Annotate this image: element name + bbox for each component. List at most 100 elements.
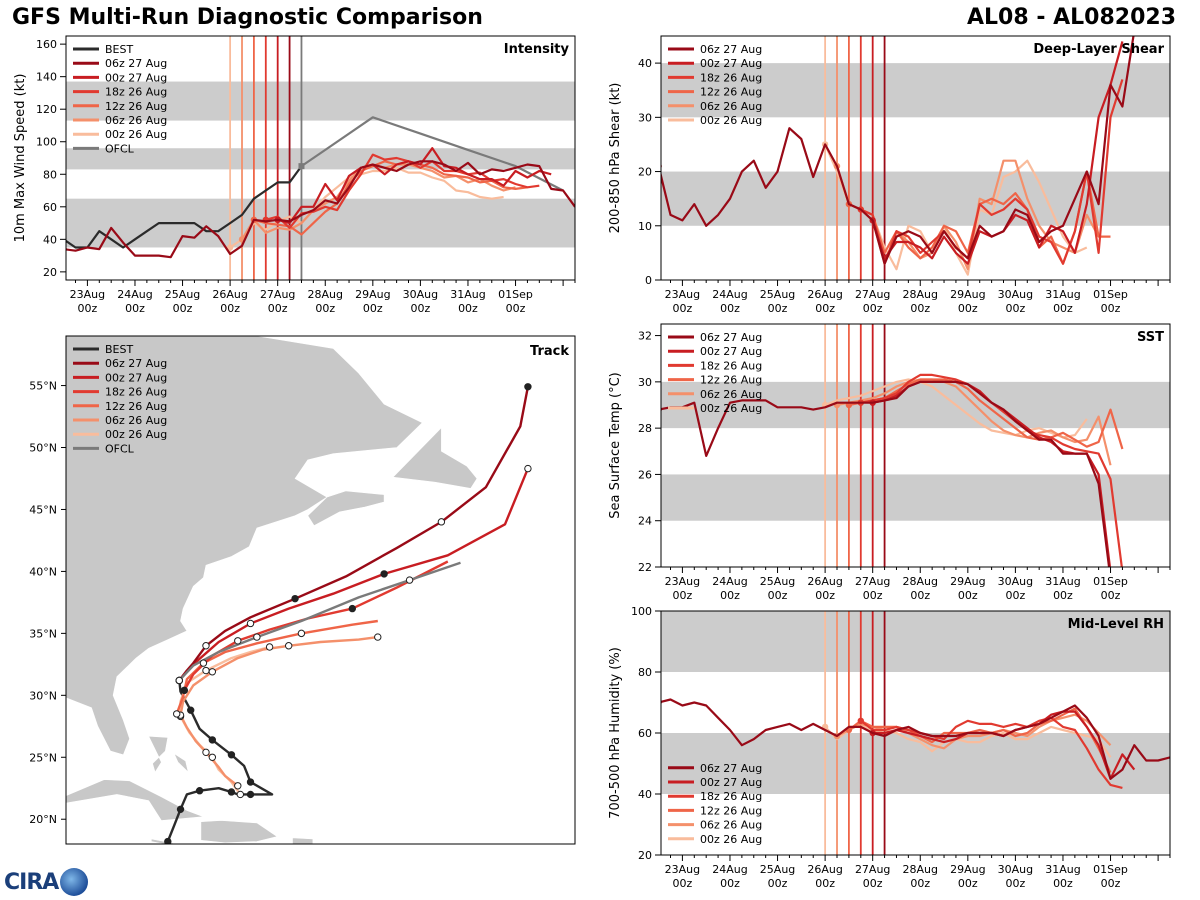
track-marker: [199, 659, 208, 667]
legend-label: 00z 26 Aug: [700, 833, 762, 846]
x-tick-label: 31Aug: [450, 288, 485, 301]
x-tick-sublabel: 00z: [673, 589, 693, 602]
track-marker: [374, 633, 382, 641]
y-tick-label: 20°N: [29, 813, 57, 826]
panel-shear: 23Aug00z24Aug00z25Aug00z26Aug00z27Aug00z…: [608, 35, 1171, 315]
x-tick-sublabel: 00z: [1053, 589, 1073, 602]
x-tick-label: 31Aug: [1045, 575, 1080, 588]
track-marker: [202, 666, 210, 675]
x-tick-sublabel: 00z: [1053, 302, 1073, 315]
y-tick-label: 60: [43, 201, 57, 214]
band: [661, 63, 1170, 118]
y-tick-label: 40: [638, 57, 652, 70]
legend-label: 18z 26 Aug: [105, 86, 167, 99]
track-marker: [208, 736, 217, 744]
x-tick-label: 30Aug: [998, 575, 1033, 588]
x-tick-label: 30Aug: [403, 288, 438, 301]
y-tick-label: 20: [43, 266, 57, 279]
x-tick-sublabel: 00z: [125, 302, 145, 315]
x-tick-sublabel: 00z: [315, 302, 335, 315]
legend-label: 00z 27 Aug: [700, 345, 762, 358]
x-tick-sublabel: 00z: [910, 589, 930, 602]
track-line: [183, 560, 449, 691]
land-polygon: [66, 779, 204, 821]
panel-title: Deep-Layer Shear: [1033, 42, 1164, 57]
x-tick-label: 31Aug: [1045, 863, 1080, 876]
y-tick-label: 40: [638, 788, 652, 801]
x-tick-sublabel: 00z: [768, 589, 788, 602]
legend-label: BEST: [105, 343, 133, 356]
track-marker: [265, 643, 274, 651]
legend-label: 00z 26 Aug: [700, 402, 762, 415]
track-line: [166, 680, 274, 842]
y-tick-label: 10: [638, 220, 652, 233]
x-tick-sublabel: 00z: [815, 589, 835, 602]
x-tick-label: 25Aug: [760, 863, 795, 876]
legend-label: 18z 26 Aug: [700, 790, 762, 803]
x-tick-label: 30Aug: [998, 863, 1033, 876]
band: [661, 611, 1170, 672]
legend-label: 06z 27 Aug: [700, 43, 762, 56]
track-marker: [227, 788, 236, 796]
x-tick-label: 29Aug: [950, 288, 985, 301]
x-tick-sublabel: 00z: [815, 877, 835, 890]
legend-label: OFCL: [105, 442, 135, 455]
x-tick-sublabel: 00z: [1053, 877, 1073, 890]
track-marker: [284, 642, 293, 650]
plot-area: [66, 336, 532, 844]
panel-rh: 23Aug00z24Aug00z25Aug00z26Aug00z27Aug00z…: [608, 605, 1171, 890]
legend-label: 00z 26 Aug: [700, 114, 762, 127]
globe-icon: [60, 868, 89, 896]
x-tick-sublabel: 00z: [910, 302, 930, 315]
series-line: [836, 378, 1112, 466]
x-tick-label: 23Aug: [665, 575, 700, 588]
x-tick-label: 23Aug: [70, 288, 105, 301]
x-tick-sublabel: 00z: [768, 877, 788, 890]
panel-track: 20°N 25°N 30°N 35°N 40°N 45°N 50°N 55°N Track BES…: [29, 335, 576, 845]
x-tick-sublabel: 00z: [1006, 589, 1026, 602]
legend-label: OFCL: [105, 142, 135, 155]
cira-logo: CIRA: [4, 866, 89, 898]
x-tick-label: 25Aug: [760, 288, 795, 301]
track-line: [179, 645, 270, 796]
y-tick-label: 40°N: [29, 565, 57, 578]
y-axis-label: 200-850 hPa Shear (kt): [608, 83, 623, 234]
track-marker: [176, 805, 185, 814]
y-tick-label: 35°N: [29, 627, 57, 640]
legend-label: 12z 26 Aug: [700, 86, 762, 99]
legend-label: 06z 27 Aug: [105, 357, 167, 370]
land-polygon: [148, 735, 169, 773]
x-tick-label: 26Aug: [807, 575, 842, 588]
track-marker: [246, 778, 255, 786]
track-marker: [227, 751, 236, 759]
track-marker: [246, 619, 255, 628]
y-axis-label: Sea Surface Temp (°C): [608, 372, 623, 519]
x-tick-sublabel: 00z: [411, 302, 431, 315]
legend-label: 06z 27 Aug: [105, 57, 167, 70]
track-marker: [202, 642, 210, 650]
track-marker: [405, 576, 414, 584]
x-tick-sublabel: 00z: [1006, 302, 1026, 315]
x-tick-sublabel: 00z: [673, 302, 693, 315]
x-tick-label: 27Aug: [855, 575, 890, 588]
x-tick-label: 23Aug: [665, 863, 700, 876]
x-tick-label: 28Aug: [903, 575, 938, 588]
panel-title: SST: [1137, 330, 1164, 345]
x-tick-label: 28Aug: [903, 863, 938, 876]
y-tick-label: 30: [638, 111, 652, 124]
x-tick-sublabel: 00z: [958, 589, 978, 602]
track-marker: [246, 790, 255, 799]
x-tick-sublabel: 00z: [1101, 302, 1121, 315]
legend-label: 18z 26 Aug: [105, 386, 167, 399]
legend-label: 06z 26 Aug: [105, 114, 167, 127]
track-marker: [234, 782, 242, 790]
x-tick-sublabel: 00z: [768, 302, 788, 315]
track-marker: [380, 570, 388, 578]
x-tick-sublabel: 00z: [1101, 877, 1121, 890]
x-tick-sublabel: 00z: [220, 302, 240, 315]
y-tick-label: 25°N: [29, 751, 57, 764]
plot-area: [66, 36, 575, 280]
x-tick-sublabel: 00z: [78, 302, 98, 315]
x-tick-label: 01Sep: [1093, 288, 1128, 301]
panel-frame: [660, 35, 1171, 281]
